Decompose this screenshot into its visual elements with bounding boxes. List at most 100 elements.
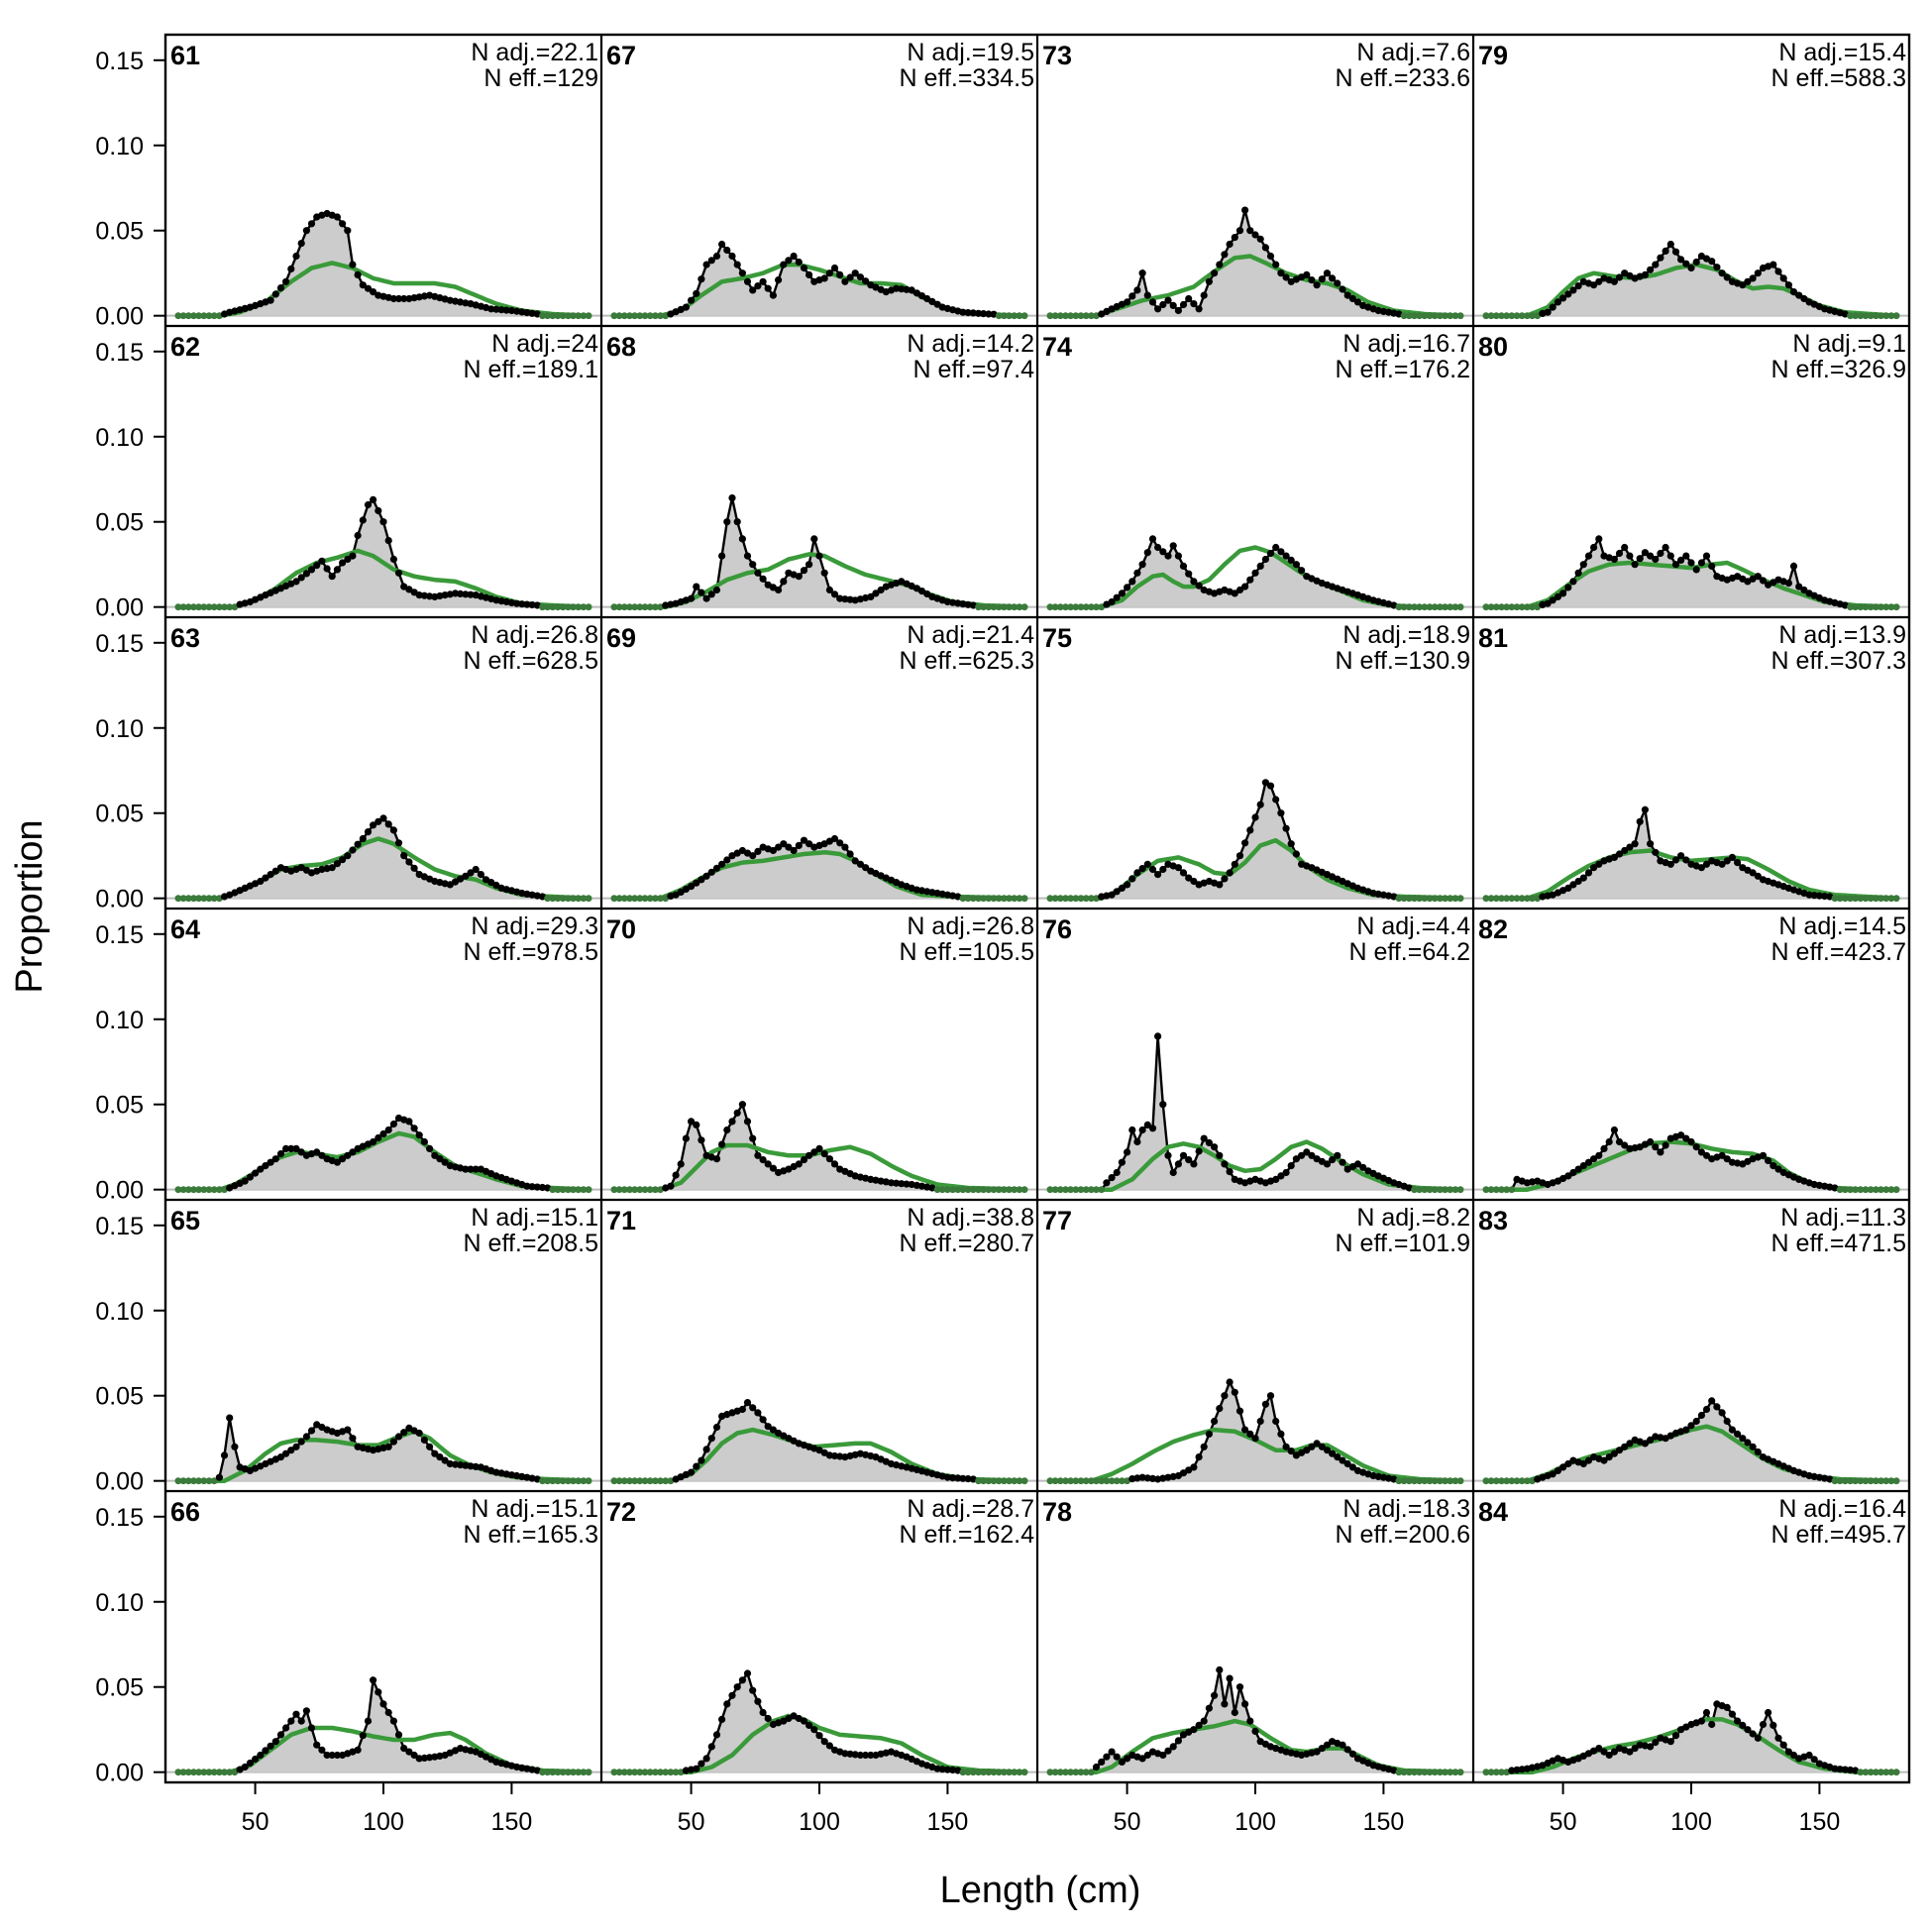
observed-point: [1282, 273, 1290, 281]
observed-point: [1416, 1186, 1423, 1194]
observed-point: [1718, 1409, 1726, 1417]
n-eff-label: N eff.=162.4: [900, 1521, 1035, 1549]
observed-point: [1652, 1739, 1660, 1747]
observed-point: [1098, 1758, 1106, 1766]
observed-point: [769, 1426, 778, 1434]
observed-point: [954, 1186, 962, 1194]
x-tick-label: 150: [491, 1808, 533, 1836]
n-adj-label: N adj.=8.2: [1356, 1204, 1470, 1232]
observed-point: [328, 864, 336, 872]
observed-point: [462, 1165, 470, 1173]
observed-point: [1164, 1747, 1172, 1755]
observed-point: [836, 1452, 844, 1460]
observed-point: [1411, 1477, 1418, 1485]
observed-point: [1138, 865, 1146, 873]
observed-point: [1662, 247, 1669, 255]
observed-point: [1554, 592, 1561, 601]
observed-point: [302, 1707, 310, 1715]
observed-area: [613, 1104, 1025, 1190]
observed-point: [1082, 1769, 1090, 1776]
observed-point: [1190, 1160, 1198, 1168]
observed-point: [1451, 1186, 1459, 1194]
n-adj-label: N adj.=15.1: [471, 1495, 598, 1523]
observed-point: [688, 1468, 696, 1476]
observed-point: [323, 1751, 331, 1760]
observed-point: [1621, 846, 1629, 855]
observed-point: [1348, 1750, 1356, 1758]
observed-point: [174, 1477, 182, 1485]
observed-point: [1697, 864, 1705, 872]
observed-point: [1339, 1741, 1346, 1749]
panel-id-label: 81: [1478, 623, 1508, 653]
observed-point: [1569, 286, 1577, 294]
observed-point: [1190, 300, 1198, 308]
observed-point: [1088, 1477, 1095, 1485]
observed-point: [1298, 1151, 1306, 1159]
observed-point: [389, 555, 397, 564]
observed-point: [707, 868, 715, 876]
observed-point: [1437, 1186, 1444, 1194]
observed-point: [764, 284, 772, 292]
observed-point: [1190, 1463, 1198, 1471]
observed-point: [1867, 1186, 1875, 1194]
observed-point: [1221, 251, 1229, 259]
observed-point: [539, 1477, 546, 1485]
observed-point: [1405, 1769, 1413, 1776]
observed-point: [1205, 277, 1213, 285]
observed-point: [949, 1766, 957, 1774]
observed-point: [830, 264, 839, 272]
observed-point: [549, 1477, 557, 1485]
observed-point: [333, 1158, 341, 1166]
observed-point: [1154, 543, 1162, 552]
observed-point: [533, 601, 541, 609]
observed-point: [780, 578, 788, 586]
observed-point: [575, 1477, 583, 1485]
observed-point: [1492, 312, 1500, 320]
n-adj-label: N adj.=38.8: [907, 1204, 1034, 1232]
observed-point: [1113, 593, 1121, 601]
observed-point: [1873, 603, 1879, 611]
observed-point: [231, 1443, 239, 1450]
observed-point: [1395, 310, 1403, 318]
observed-point: [1011, 1769, 1019, 1776]
observed-point: [544, 1477, 551, 1485]
observed-point: [1492, 1477, 1500, 1485]
n-eff-label: N eff.=130.9: [1336, 647, 1470, 675]
observed-area: [1049, 210, 1461, 316]
observed-point: [282, 1724, 290, 1732]
n-eff-label: N eff.=495.7: [1771, 1521, 1906, 1549]
observed-point: [867, 592, 875, 601]
observed-point: [1867, 1769, 1875, 1776]
observed-point: [1456, 312, 1464, 320]
observed-point: [1647, 840, 1655, 848]
observed-point: [1205, 1704, 1213, 1712]
panel-id-label: 62: [170, 332, 200, 362]
observed-point: [379, 1700, 387, 1708]
observed-point: [1251, 231, 1259, 239]
observed-point: [754, 1409, 762, 1417]
observed-point: [1524, 603, 1531, 611]
n-eff-label: N eff.=200.6: [1336, 1521, 1470, 1549]
observed-point: [1513, 895, 1521, 903]
observed-point: [1821, 892, 1829, 901]
observed-point: [733, 518, 741, 526]
observed-point: [667, 1182, 675, 1190]
y-tick-label: 0.00: [95, 303, 144, 331]
observed-point: [389, 294, 397, 303]
observed-point: [1231, 590, 1238, 597]
observed-point: [810, 535, 818, 543]
observed-point: [1113, 1477, 1121, 1485]
observed-point: [738, 269, 747, 277]
observed-point: [1169, 301, 1177, 309]
observed-point: [575, 312, 583, 320]
observed-point: [1887, 312, 1895, 320]
observed-point: [1098, 1477, 1106, 1485]
observed-point: [1072, 1477, 1080, 1485]
observed-point: [1862, 1186, 1870, 1194]
observed-area: [1049, 1669, 1461, 1772]
observed-point: [1641, 1440, 1649, 1448]
observed-point: [964, 1186, 972, 1194]
observed-point: [805, 561, 813, 569]
observed-point: [1744, 1726, 1752, 1734]
